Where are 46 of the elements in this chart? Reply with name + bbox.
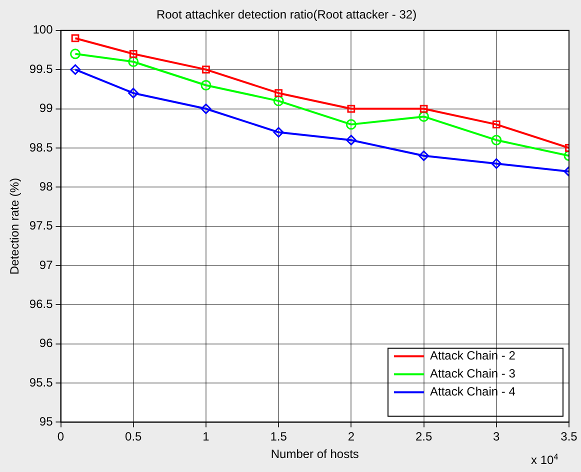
legend-label: Attack Chain - 4	[430, 384, 516, 399]
point	[273, 96, 284, 106]
x-tick-label: 3	[493, 430, 500, 444]
y-tick-label: 96.5	[29, 296, 54, 311]
point	[491, 158, 502, 169]
x-tick-label: 0.5	[125, 430, 142, 444]
legend-label: Attack Chain - 2	[430, 348, 516, 363]
x-tick-label: 1	[202, 430, 210, 444]
point	[492, 120, 500, 128]
point	[274, 89, 283, 98]
y-tick-label: 98	[39, 179, 54, 194]
point	[418, 111, 430, 122]
y-tick-label: 95	[39, 414, 54, 429]
y-tick-label: 97.5	[29, 218, 54, 233]
point	[128, 56, 139, 67]
point	[491, 134, 502, 146]
y-axis-title: Detection rate (%)	[8, 178, 22, 275]
y-tick-label: 99.5	[29, 62, 54, 76]
y-tick-label: 96	[39, 336, 54, 350]
x-tick-label: 1.5	[270, 430, 288, 444]
y-tick-label: 95.5	[29, 375, 54, 390]
point	[346, 134, 356, 146]
point	[129, 50, 138, 58]
point	[200, 104, 212, 114]
x-tick-label: 2.5	[415, 430, 432, 444]
y-tick-label: 97	[39, 258, 54, 272]
y-tick-label: 98.5	[29, 140, 54, 154]
x-tick-label: 3.5	[560, 430, 578, 444]
y-tick-label: 100	[32, 22, 54, 37]
y-tick-label: 99	[39, 101, 54, 116]
point	[71, 34, 80, 42]
point	[202, 66, 210, 74]
point	[420, 104, 428, 113]
point	[273, 127, 284, 138]
legend-label: Attack Chain - 3	[430, 366, 516, 381]
point	[418, 150, 430, 162]
x-axis-title: Number of hosts	[270, 447, 359, 462]
point	[128, 88, 139, 98]
point	[200, 80, 212, 90]
point	[347, 104, 356, 113]
point	[70, 48, 81, 60]
point	[70, 64, 81, 75]
point	[346, 119, 356, 130]
x-tick-label: 2	[348, 430, 355, 444]
chart-title: Root attachker detection ratio(Root attacker - 32)	[156, 8, 417, 22]
x-tick-label: 0	[57, 430, 64, 444]
